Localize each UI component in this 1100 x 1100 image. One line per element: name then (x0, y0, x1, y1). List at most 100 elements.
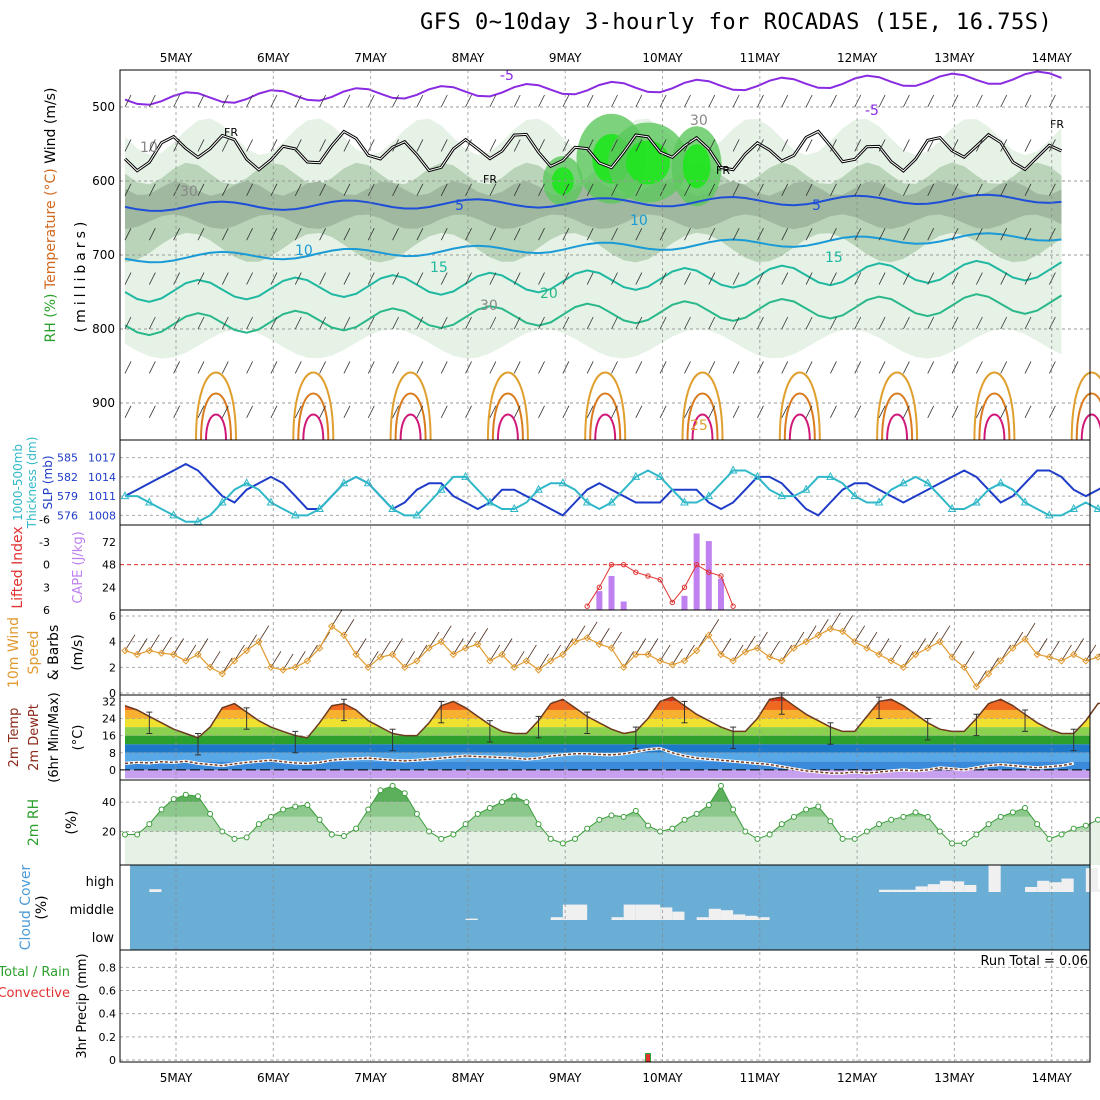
surface-heating-contour (195, 371, 237, 441)
wind-barb (781, 183, 789, 196)
thickness-tick: 576 (57, 509, 78, 522)
wind-barb (805, 405, 813, 418)
wind-barb (757, 405, 764, 418)
rh-point (182, 791, 189, 798)
wind-speed-point (571, 637, 579, 646)
rh-tick: 20 (102, 826, 116, 839)
wind-barb (1000, 183, 1008, 196)
wind-barb (197, 316, 205, 330)
rh-point (620, 813, 627, 820)
rh-moist-core (682, 144, 711, 189)
wind-barb (805, 361, 813, 374)
wind-barb (124, 183, 132, 196)
wind-barb (720, 638, 732, 655)
high-cloud-bar (964, 885, 977, 892)
wind-speed-point (668, 661, 677, 669)
wind-barb (1085, 644, 1097, 662)
wind-barb (343, 228, 351, 241)
wind-barb (173, 139, 181, 152)
precip-tick: 0.6 (99, 985, 117, 998)
rh-point (194, 793, 201, 800)
wind-barb (988, 657, 999, 674)
wind-barb (319, 316, 326, 330)
rh-point (511, 793, 518, 800)
surface-heating-contour (292, 371, 335, 441)
wind-barb (817, 619, 829, 636)
wind-barb (878, 272, 886, 285)
surface-heating-contour (973, 371, 1016, 441)
wind-barb (659, 405, 667, 418)
wind-speed-point (790, 644, 798, 652)
rh-point (876, 821, 883, 828)
wind-barb (465, 183, 472, 196)
wind-barb (197, 405, 205, 418)
cloud-level-label: middle (70, 903, 114, 918)
wind-barb (367, 272, 375, 285)
wind-barb (1000, 272, 1008, 285)
wind-barb (684, 405, 691, 418)
wind-axis-title: (m/s) (70, 634, 86, 671)
wind-barb (513, 361, 521, 374)
wind-barb (148, 272, 156, 285)
wind-barb (757, 183, 764, 196)
wind-speed-point (765, 653, 774, 661)
rh-band (125, 816, 1090, 832)
wind-tick: 2 (109, 661, 116, 674)
rh-point (122, 831, 128, 838)
wind-barb (1024, 183, 1032, 196)
surface-heating-contour (302, 413, 325, 441)
high-cloud-bar (879, 889, 892, 892)
wind-barb (343, 94, 351, 108)
wind-speed-point (510, 663, 518, 672)
rh-tick: 40 (102, 796, 116, 809)
wind-barb (1049, 640, 1060, 658)
wind-barb (246, 634, 257, 651)
wind-barb (635, 638, 647, 655)
wind-barb (598, 628, 610, 645)
high-cloud-bar (1025, 886, 1038, 892)
thickness-point (290, 510, 300, 519)
wind-barb (392, 638, 403, 655)
surface-heating-contour (783, 392, 816, 441)
rh-band (125, 802, 1090, 817)
wind-barb (294, 228, 302, 241)
wind-speed-point (133, 650, 141, 659)
wind-speed-point (1033, 650, 1041, 659)
wind-barb (1024, 405, 1032, 418)
rh-point (1034, 821, 1041, 828)
wind-barb (343, 139, 351, 152)
rh-point (730, 806, 737, 813)
high-cloud-bar (988, 865, 1001, 892)
day-label-top: 11MAY (740, 51, 781, 65)
wind-barb (611, 272, 618, 285)
wind-barb (976, 316, 983, 330)
wind-barb (538, 316, 545, 330)
rh-point (401, 790, 408, 797)
wind-barb (708, 361, 716, 374)
temp-band (125, 744, 1090, 753)
wind-speed-point (838, 627, 847, 636)
temp-band (125, 709, 1090, 719)
temp-tick: 0 (109, 764, 116, 777)
contour-label: FR (1050, 118, 1064, 131)
wind-barb (805, 94, 813, 108)
wind-barb (246, 272, 253, 285)
rh-point (863, 828, 870, 835)
contour-label: 15 (825, 250, 843, 266)
wind-barb (684, 644, 695, 662)
wind-barb (234, 644, 245, 662)
wind-barb (976, 228, 983, 241)
wind-barb (416, 94, 424, 108)
wind-barb (854, 228, 862, 241)
wind-barb (1000, 316, 1008, 330)
thickness-point (607, 497, 616, 506)
wind-barb (367, 228, 375, 241)
wind-barb (221, 361, 229, 374)
wind-barb (246, 405, 253, 418)
axis-title-part: Temperature (°C) (43, 164, 59, 290)
wind-barb (708, 139, 716, 152)
wind-barb (538, 94, 545, 108)
rh-point (559, 840, 566, 847)
wind-barb (173, 316, 181, 330)
wind-speed-point (546, 657, 555, 665)
